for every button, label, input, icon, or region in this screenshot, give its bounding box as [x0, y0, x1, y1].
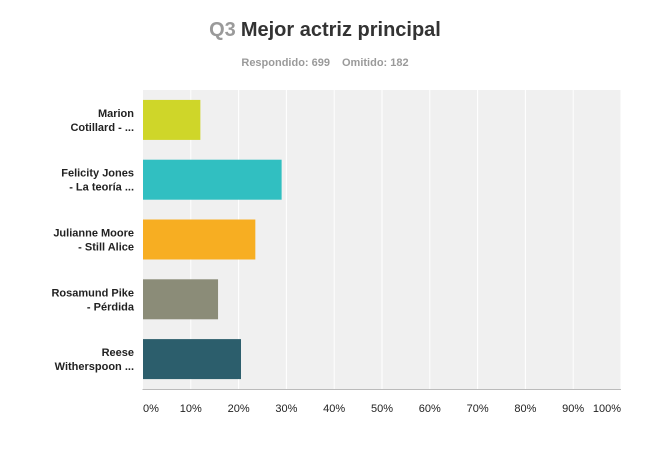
chart-title: Q3 Mejor actriz principal [0, 19, 650, 42]
x-tick-label: 50% [371, 403, 393, 415]
response-stats: Respondido: 699 Omitido: 182 [0, 57, 650, 69]
category-label: Marion Cotillard - ... [70, 108, 134, 134]
x-tick-label: 60% [419, 403, 441, 415]
x-tick-label: 0% [143, 403, 159, 415]
category-label: Julianne Moore - Still Alice [53, 228, 134, 254]
x-tick-label: 40% [323, 403, 345, 415]
question-number: Q3 [209, 19, 236, 41]
bar[interactable] [143, 219, 256, 260]
category-label: Reese Witherspoon ... [55, 347, 134, 373]
bar[interactable] [143, 99, 201, 140]
x-tick-label: 100% [593, 403, 621, 415]
x-tick-label: 20% [228, 403, 250, 415]
bar[interactable] [143, 279, 219, 320]
bar[interactable] [143, 159, 282, 200]
x-tick-label: 10% [180, 403, 202, 415]
x-tick-label: 70% [467, 403, 489, 415]
x-tick-label: 90% [562, 403, 584, 415]
x-tick-label: 30% [275, 403, 297, 415]
bar[interactable] [143, 339, 241, 380]
question-title: Mejor actriz principal [240, 19, 441, 41]
answered-count: Respondido: 699 [241, 57, 330, 69]
skipped-count: Omitido: 182 [342, 57, 409, 69]
category-label: Felicity Jones - La teoría ... [61, 168, 134, 194]
category-label: Rosamund Pike - Pérdida [51, 287, 134, 313]
x-tick-label: 80% [514, 403, 536, 415]
